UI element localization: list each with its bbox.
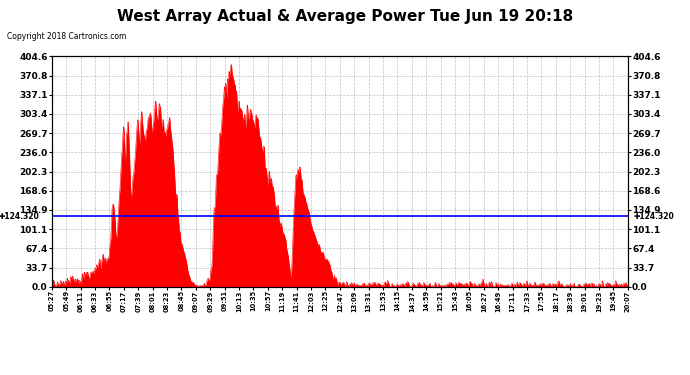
Text: Copyright 2018 Cartronics.com: Copyright 2018 Cartronics.com [7, 32, 126, 41]
Text: West Array  (DC Watts): West Array (DC Watts) [558, 25, 667, 34]
Text: Average  (DC Watts): Average (DC Watts) [430, 25, 526, 34]
Text: ✚124.320: ✚124.320 [0, 211, 40, 220]
Text: West Array Actual & Average Power Tue Jun 19 20:18: West Array Actual & Average Power Tue Ju… [117, 9, 573, 24]
Text: ✚124.320: ✚124.320 [633, 211, 674, 220]
